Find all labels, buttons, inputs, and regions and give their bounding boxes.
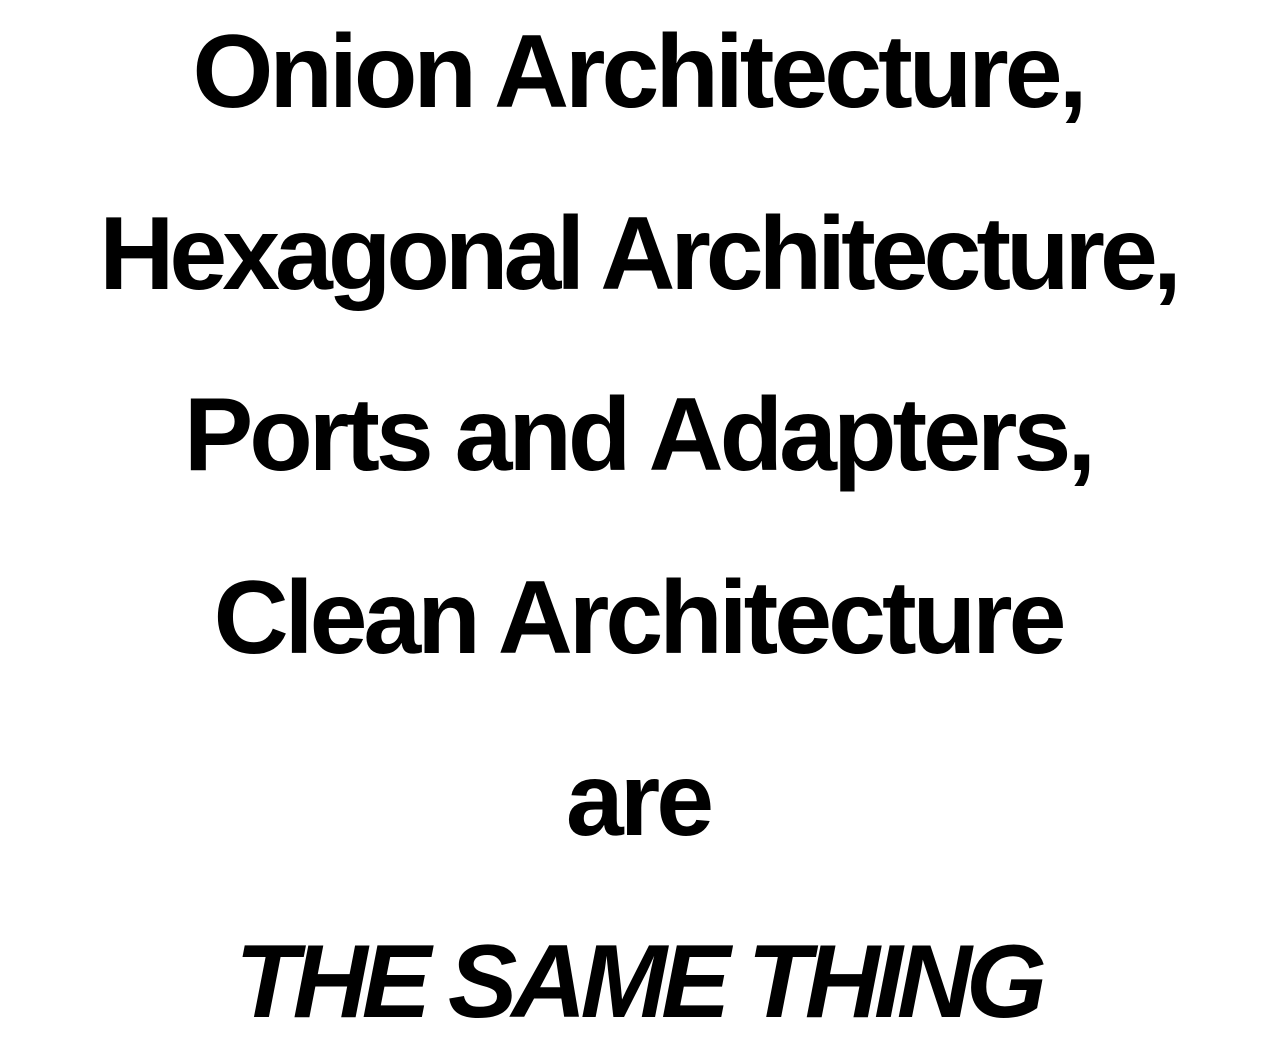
heading-line-clean: Clean Architecture xyxy=(213,560,1067,676)
heading-line-onion: Onion Architecture, xyxy=(192,14,1088,130)
heading-line-same-thing: THE SAME THING xyxy=(235,924,1047,1040)
heading-line-are: are xyxy=(565,742,714,858)
heading-line-ports-adapters: Ports and Adapters, xyxy=(183,377,1096,493)
heading-line-hexagonal: Hexagonal Architecture, xyxy=(99,196,1182,312)
